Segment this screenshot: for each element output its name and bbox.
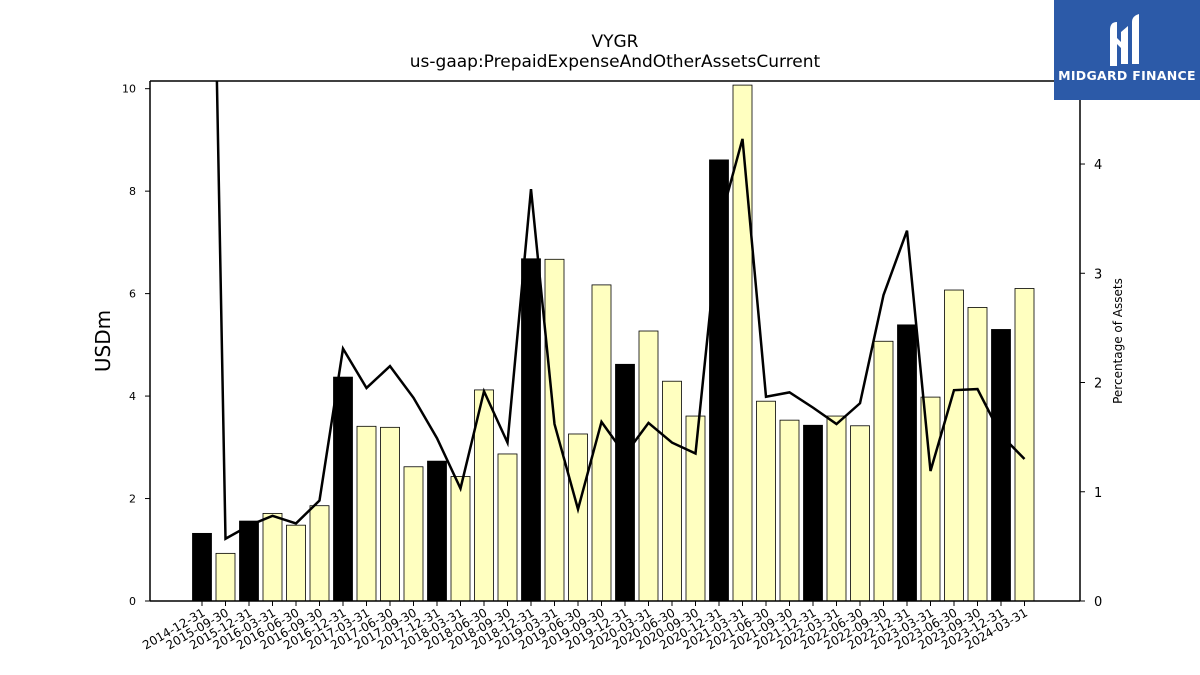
bar (803, 424, 823, 602)
y2-tick-label: 0 (1094, 595, 1102, 610)
bar (568, 433, 588, 602)
bar (215, 552, 236, 602)
bar (967, 307, 988, 602)
y2-tick-label: 4 (1094, 158, 1102, 173)
bar (873, 340, 894, 602)
midgard-logo-icon (1110, 14, 1139, 66)
y2-tick-label: 3 (1094, 267, 1102, 282)
bar (497, 453, 518, 602)
bar (991, 329, 1011, 602)
logo-text: MIDGARD FINANCE (1058, 68, 1196, 83)
bar (192, 532, 212, 602)
y-tick-label: 10 (122, 83, 136, 96)
y2-tick-label: 2 (1094, 377, 1102, 392)
y2-axis-label: Percentage of Assets (1111, 278, 1125, 404)
y-tick-label: 0 (129, 595, 136, 608)
bar (309, 505, 330, 602)
bar (356, 425, 377, 602)
bar (521, 258, 541, 602)
bar (286, 524, 306, 602)
bar (333, 376, 353, 602)
logo: MIDGARD FINANCE (1054, 0, 1200, 100)
bar (662, 380, 682, 602)
bar (403, 466, 424, 602)
bar (638, 330, 659, 602)
bar (826, 415, 847, 602)
bar (262, 512, 283, 602)
bar (850, 425, 870, 602)
bar (239, 520, 259, 602)
y-tick-label: 6 (129, 288, 136, 301)
chart-subtitle: us-gaap:PrepaidExpenseAndOtherAssetsCurr… (409, 52, 821, 72)
bar (897, 324, 917, 602)
bar (944, 289, 964, 602)
y-tick-label: 4 (129, 390, 136, 403)
bar (450, 476, 471, 602)
y-tick-label: 2 (129, 493, 136, 506)
bar (1014, 288, 1035, 602)
bar (779, 419, 800, 602)
bar (756, 400, 776, 602)
bar (427, 460, 447, 602)
y-axis-label: USDm (91, 310, 115, 372)
percentage-line (215, 81, 1026, 541)
bar (615, 363, 635, 602)
y2-tick-label: 1 (1094, 486, 1102, 501)
bar (920, 396, 941, 602)
chart-title: VYGR (591, 32, 639, 52)
bar (544, 258, 565, 602)
y-tick-label: 8 (129, 185, 136, 198)
bar (380, 426, 400, 602)
